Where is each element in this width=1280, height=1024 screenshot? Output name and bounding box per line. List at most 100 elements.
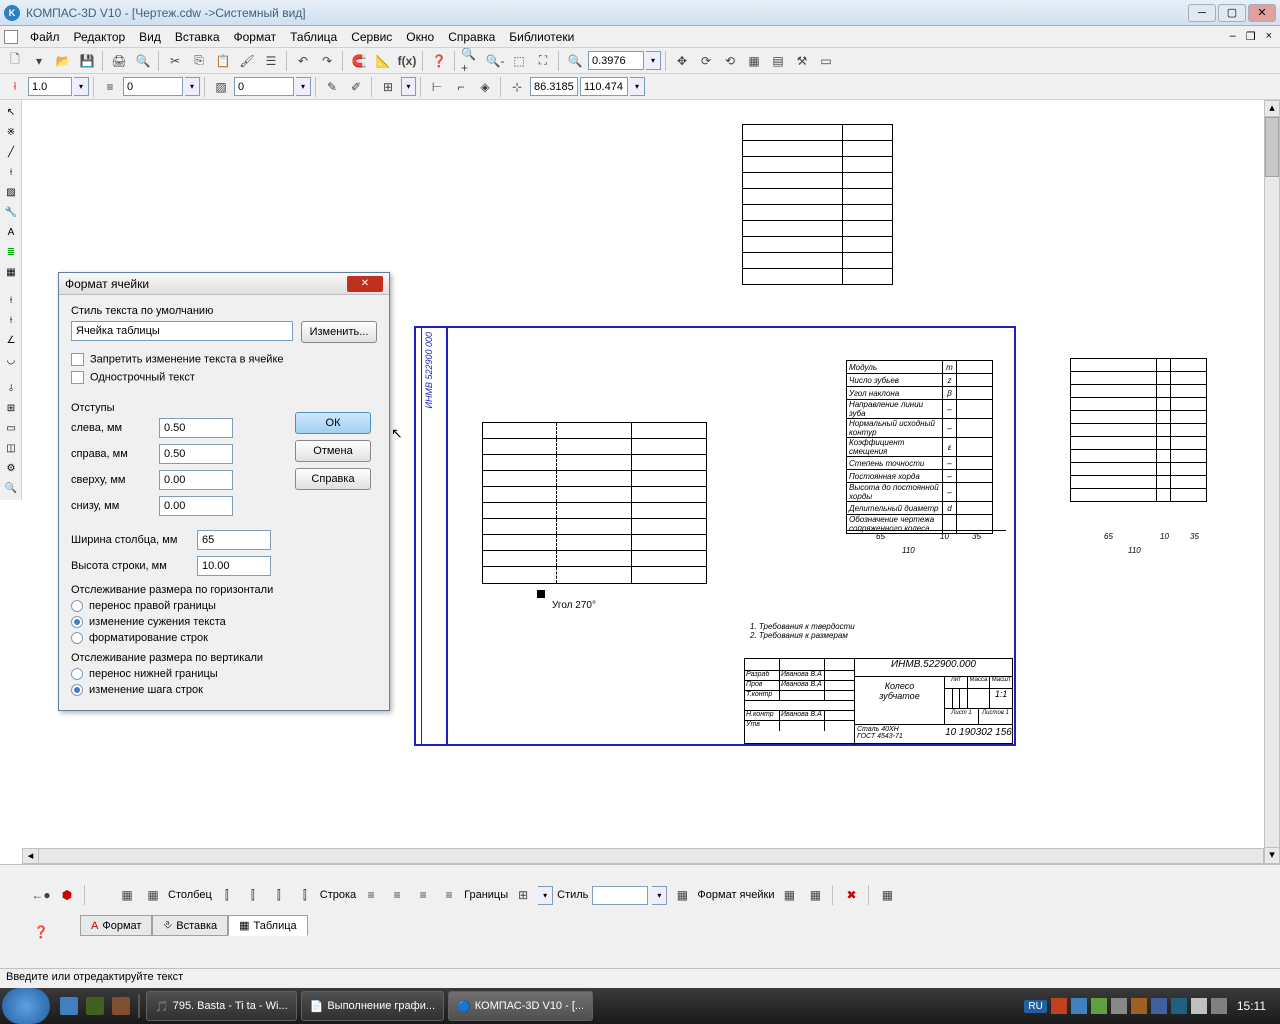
- tray-5[interactable]: [1131, 998, 1147, 1014]
- props-icon[interactable]: ☰: [260, 50, 282, 72]
- tray-3[interactable]: [1091, 998, 1107, 1014]
- menu-help[interactable]: Справка: [442, 28, 501, 46]
- layer1-dd[interactable]: ▾: [185, 77, 200, 96]
- select-tool[interactable]: ↖: [1, 103, 21, 121]
- save-icon[interactable]: 💾: [76, 50, 98, 72]
- cb-lock[interactable]: [71, 353, 84, 366]
- dropdown-icon[interactable]: ▾: [28, 50, 50, 72]
- cb-singleline[interactable]: [71, 371, 84, 384]
- scrollbar-h[interactable]: ◂ ▸: [22, 848, 1264, 864]
- stop-icon[interactable]: ⬢: [56, 884, 78, 906]
- mdi-max[interactable]: ❐: [1242, 30, 1260, 43]
- tc1[interactable]: ⫿: [216, 884, 238, 906]
- tfmt[interactable]: ▦: [671, 884, 693, 906]
- task-3[interactable]: 🔵 КОМПАС-3D V10 - [...: [448, 991, 593, 1021]
- pan-icon[interactable]: ✥: [671, 50, 693, 72]
- angle-tool[interactable]: ∠: [1, 331, 21, 349]
- tc4[interactable]: ⫿: [294, 884, 316, 906]
- menu-libs[interactable]: Библиотеки: [503, 28, 580, 46]
- magnet-icon[interactable]: 🧲: [348, 50, 370, 72]
- arc-tool[interactable]: ◡: [1, 351, 21, 369]
- cancel-button[interactable]: Отмена: [295, 440, 371, 462]
- tbord[interactable]: ⊞: [512, 884, 534, 906]
- grid-icon[interactable]: ⊞: [377, 76, 399, 98]
- tr1[interactable]: ≡: [360, 884, 382, 906]
- tray-2[interactable]: [1071, 998, 1087, 1014]
- refresh-icon[interactable]: ⟲: [719, 50, 741, 72]
- task-2[interactable]: 📄 Выполнение графи...: [301, 991, 444, 1021]
- measure1-tool[interactable]: ⟊: [1, 291, 21, 309]
- ok-button[interactable]: ОК: [295, 412, 371, 434]
- right-input[interactable]: [159, 444, 233, 464]
- tf3[interactable]: ✖: [840, 884, 862, 906]
- layer1-input[interactable]: [123, 77, 183, 96]
- layer-icon[interactable]: ≡: [99, 76, 121, 98]
- break-tool[interactable]: ⫰: [1, 379, 21, 397]
- style-input[interactable]: [71, 321, 293, 341]
- whatsthis-icon[interactable]: ❓: [428, 50, 450, 72]
- colwidth-input[interactable]: [197, 530, 271, 550]
- hatch-icon[interactable]: ▨: [210, 76, 232, 98]
- rv2[interactable]: [71, 684, 83, 696]
- tr4[interactable]: ≡: [438, 884, 460, 906]
- ql1[interactable]: [60, 997, 78, 1015]
- zoomout-icon[interactable]: 🔍-: [484, 50, 506, 72]
- table-tool[interactable]: ▦: [1, 263, 21, 281]
- tb1[interactable]: ▦: [116, 884, 138, 906]
- help-button[interactable]: Справка: [295, 468, 371, 490]
- tray-1[interactable]: [1051, 998, 1067, 1014]
- grid-tool[interactable]: ⊞: [1, 399, 21, 417]
- ortho2-icon[interactable]: ⌐: [450, 76, 472, 98]
- tray-7[interactable]: [1171, 998, 1187, 1014]
- preview-icon[interactable]: 🔍: [132, 50, 154, 72]
- grid1-icon[interactable]: ▦: [743, 50, 765, 72]
- maximize-button[interactable]: ▢: [1218, 4, 1246, 22]
- print-icon[interactable]: 🖨: [108, 50, 130, 72]
- change-button[interactable]: Изменить...: [301, 321, 377, 343]
- start-button[interactable]: [2, 988, 50, 1024]
- menu-view[interactable]: Вид: [133, 28, 167, 46]
- left-input[interactable]: [159, 418, 233, 438]
- wrench-tool[interactable]: 🔧: [1, 203, 21, 221]
- new-icon[interactable]: 🗋: [4, 50, 26, 72]
- menu-table[interactable]: Таблица: [284, 28, 343, 46]
- rect-tool[interactable]: ▭: [1, 419, 21, 437]
- snap-icon[interactable]: ◈: [474, 76, 496, 98]
- zoom-icon[interactable]: 🔍: [564, 50, 586, 72]
- window-icon[interactable]: ▭: [815, 50, 837, 72]
- layer-tool[interactable]: ≣: [1, 243, 21, 261]
- menu-window[interactable]: Окно: [400, 28, 440, 46]
- tb2[interactable]: ▦: [142, 884, 164, 906]
- tab-insert[interactable]: ⎀Вставка: [152, 915, 228, 936]
- coordx-input[interactable]: [530, 77, 578, 96]
- grid2-icon[interactable]: ▤: [767, 50, 789, 72]
- text-tool[interactable]: A: [1, 223, 21, 241]
- arrow-icon[interactable]: ←●: [30, 884, 52, 906]
- hatch-tool[interactable]: ▨: [1, 183, 21, 201]
- style-dd[interactable]: ▾: [652, 886, 667, 905]
- menu-format[interactable]: Формат: [228, 28, 283, 46]
- tf2[interactable]: ▦: [804, 884, 826, 906]
- thickness-input[interactable]: [28, 77, 72, 96]
- tab-format[interactable]: AФормат: [80, 915, 152, 936]
- measure2-tool[interactable]: ⟊: [1, 311, 21, 329]
- scrollbar-v[interactable]: ▴ ▾: [1264, 100, 1280, 864]
- style-combo[interactable]: [592, 886, 648, 905]
- tool-icon[interactable]: ⚒: [791, 50, 813, 72]
- edit2-icon[interactable]: ✐: [345, 76, 367, 98]
- tray-6[interactable]: [1151, 998, 1167, 1014]
- edit1-icon[interactable]: ✎: [321, 76, 343, 98]
- tf1[interactable]: ▦: [778, 884, 800, 906]
- coords-icon[interactable]: ⊹: [506, 76, 528, 98]
- layer2-input[interactable]: [234, 77, 294, 96]
- menu-service[interactable]: Сервис: [345, 28, 398, 46]
- tab-table[interactable]: ▦Таблица: [228, 915, 308, 936]
- sel-handle[interactable]: [537, 590, 545, 598]
- line-tool[interactable]: ╱: [1, 143, 21, 161]
- tr2[interactable]: ≡: [386, 884, 408, 906]
- ql3[interactable]: [112, 997, 130, 1015]
- rv1[interactable]: [71, 668, 83, 680]
- scale-dropdown[interactable]: ▾: [646, 51, 661, 70]
- brush-icon[interactable]: 🖌: [236, 50, 258, 72]
- var-icon[interactable]: f(x): [396, 50, 418, 72]
